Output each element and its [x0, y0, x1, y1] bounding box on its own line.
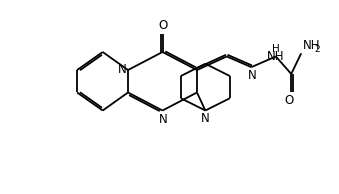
Text: O: O	[284, 94, 294, 107]
Text: N: N	[159, 113, 167, 126]
Text: N: N	[117, 63, 126, 76]
Text: N: N	[201, 112, 210, 125]
Text: H: H	[272, 44, 280, 54]
Text: 2: 2	[314, 45, 320, 54]
Text: O: O	[158, 19, 167, 32]
Text: NH: NH	[267, 50, 285, 63]
Text: NH: NH	[303, 39, 321, 52]
Text: N: N	[247, 69, 256, 82]
